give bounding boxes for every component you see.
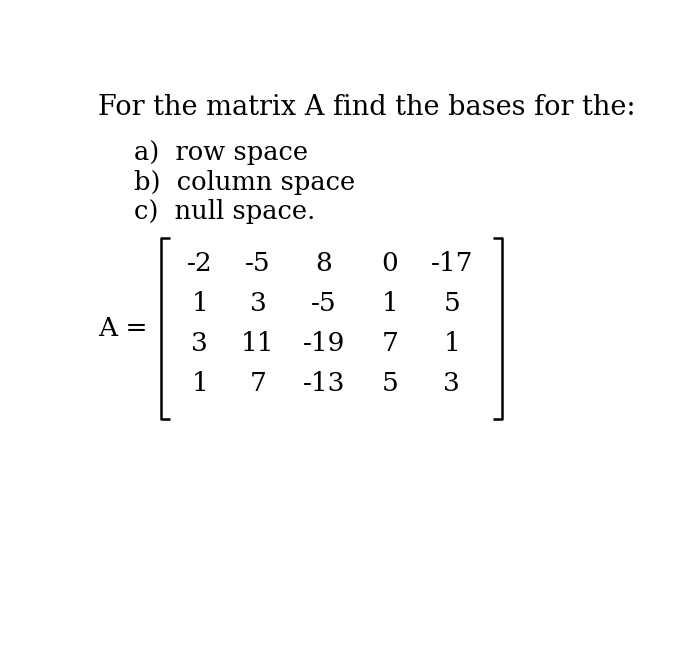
Text: 1: 1 <box>382 292 398 316</box>
Text: -5: -5 <box>311 292 337 316</box>
Text: 3: 3 <box>191 331 209 357</box>
Text: -2: -2 <box>187 251 213 277</box>
Text: 1: 1 <box>443 331 460 357</box>
Text: -19: -19 <box>302 331 345 357</box>
Text: 5: 5 <box>382 372 398 396</box>
Text: 11: 11 <box>241 331 274 357</box>
Text: 5: 5 <box>443 292 460 316</box>
Text: 8: 8 <box>316 251 332 277</box>
Text: 7: 7 <box>382 331 398 357</box>
Text: -5: -5 <box>245 251 271 277</box>
Text: 3: 3 <box>443 372 460 396</box>
Text: 0: 0 <box>382 251 398 277</box>
Text: 3: 3 <box>250 292 267 316</box>
Text: A =: A = <box>98 316 148 341</box>
Text: b)  column space: b) column space <box>134 170 355 195</box>
Text: For the matrix A find the bases for the:: For the matrix A find the bases for the: <box>98 94 636 121</box>
Text: 7: 7 <box>250 372 267 396</box>
Text: 1: 1 <box>192 372 209 396</box>
Text: -13: -13 <box>302 372 345 396</box>
Text: -17: -17 <box>430 251 473 277</box>
Text: 1: 1 <box>192 292 209 316</box>
Text: c)  null space.: c) null space. <box>134 199 315 224</box>
Text: a)  row space: a) row space <box>134 141 308 165</box>
